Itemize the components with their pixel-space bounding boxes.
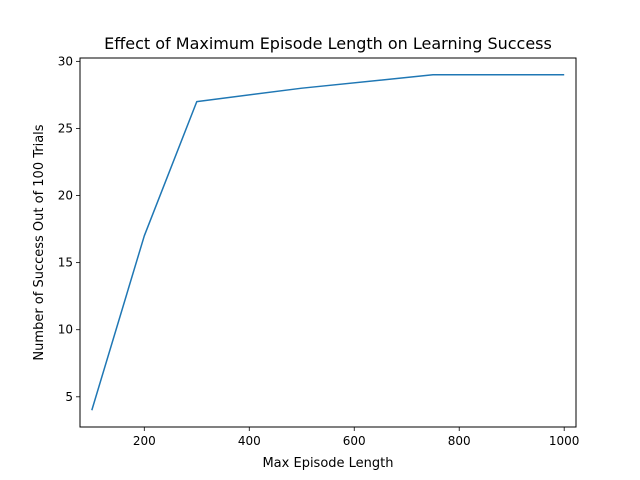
x-tick-label-600: 600 <box>343 434 366 448</box>
x-tick-label-200: 200 <box>133 434 156 448</box>
x-axis-label: Max Episode Length <box>262 456 393 471</box>
y-tick-label-5: 5 <box>65 390 73 404</box>
y-tick-label-10: 10 <box>58 323 73 337</box>
x-axis: 200 400 600 800 1000 <box>133 427 580 448</box>
y-tick-label-15: 15 <box>58 256 73 270</box>
plot-area <box>91 74 565 411</box>
y-axis-label: Number of Success Out of 100 Trials <box>32 124 47 360</box>
series-line-0 <box>91 74 565 411</box>
axes-frame <box>79 57 577 428</box>
x-tick-label-800: 800 <box>448 434 471 448</box>
y-axis: 5 10 15 20 25 30 <box>58 54 80 404</box>
y-tick-label-20: 20 <box>58 189 73 203</box>
x-tick-label-1000: 1000 <box>549 434 580 448</box>
y-tick-label-30: 30 <box>58 54 73 68</box>
x-tick-label-400: 400 <box>238 434 261 448</box>
chart-title: Effect of Maximum Episode Length on Lear… <box>104 34 552 53</box>
y-tick-label-25: 25 <box>58 121 73 135</box>
